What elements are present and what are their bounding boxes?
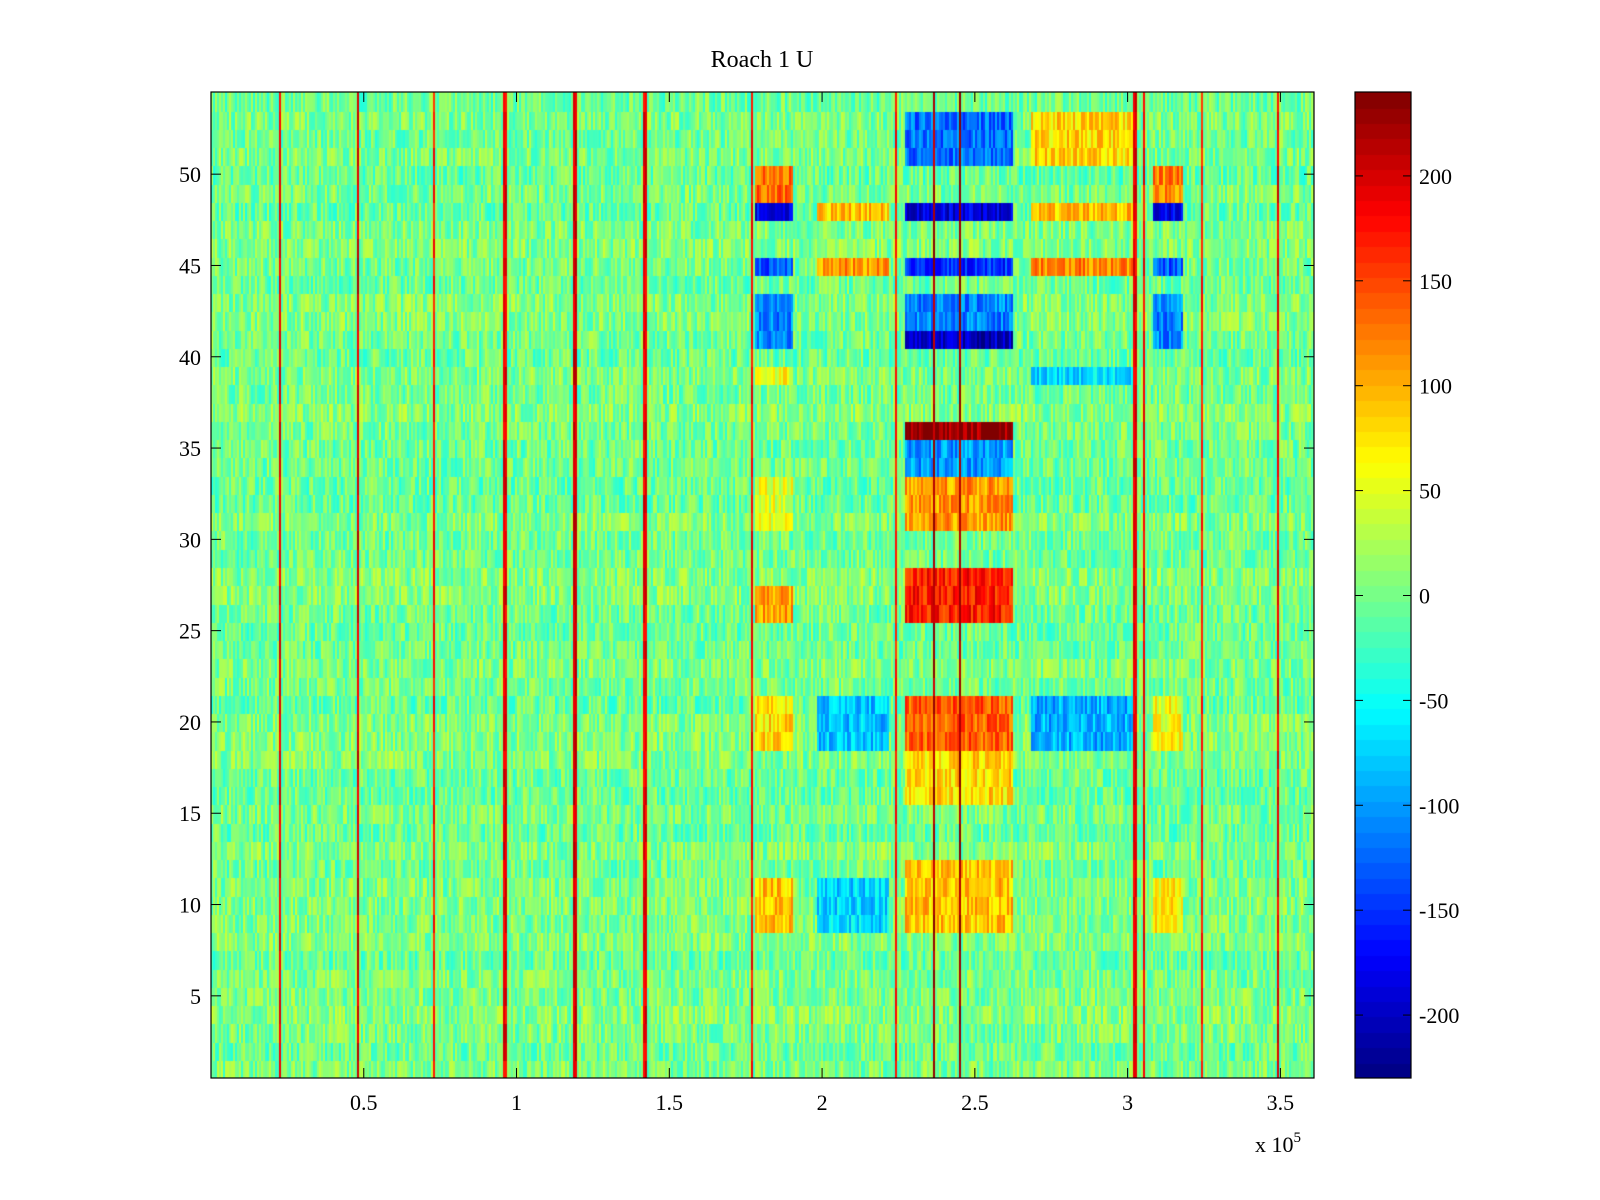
plot-axes-box bbox=[210, 91, 1315, 1079]
x-axis-exponent-power: 5 bbox=[1294, 1130, 1302, 1146]
y-tick-label: 45 bbox=[179, 253, 201, 278]
x-tick-label: 1 bbox=[511, 1090, 522, 1115]
colorbar-tick-label: 50 bbox=[1419, 479, 1441, 504]
x-tick-label: 1.5 bbox=[656, 1090, 684, 1115]
x-tick-label: 3 bbox=[1122, 1090, 1133, 1115]
x-axis-exponent-base: x 10 bbox=[1255, 1132, 1294, 1157]
colorbar-tick-label: -150 bbox=[1419, 898, 1459, 923]
colorbar-tick-label: -50 bbox=[1419, 688, 1448, 713]
y-tick-label: 15 bbox=[179, 801, 201, 826]
colorbar-tick-label: 200 bbox=[1419, 164, 1452, 189]
y-tick-label: 30 bbox=[179, 527, 201, 552]
colorbar-tick-label: 150 bbox=[1419, 269, 1452, 294]
colorbar-box bbox=[1354, 91, 1412, 1079]
y-tick-label: 40 bbox=[179, 345, 201, 370]
y-tick-label: 25 bbox=[179, 619, 201, 644]
colorbar-tick-label: 0 bbox=[1419, 583, 1430, 608]
heatmap-image bbox=[211, 92, 1314, 1078]
x-tick-label: 3.5 bbox=[1267, 1090, 1295, 1115]
colorbar-ticks: 200 150 100 50 0 -50 -100 -150 -200 bbox=[1355, 164, 1459, 1028]
colorbar-gradient bbox=[1355, 92, 1411, 1078]
x-tick-label: 2 bbox=[817, 1090, 828, 1115]
y-axis-ticks: 5 10 15 20 25 30 35 40 45 50 bbox=[179, 162, 1314, 1009]
colorbar-tick-label: -100 bbox=[1419, 793, 1459, 818]
y-tick-label: 20 bbox=[179, 710, 201, 735]
y-tick-label: 10 bbox=[179, 893, 201, 918]
colorbar-tick-label: 100 bbox=[1419, 374, 1452, 399]
x-axis-ticks: 0.5 1 1.5 2 2.5 3 3.5 bbox=[350, 92, 1294, 1115]
x-tick-label: 2.5 bbox=[961, 1090, 989, 1115]
chart-title: Roach 1 U bbox=[711, 47, 814, 73]
x-axis-exponent-label: x 105 bbox=[1255, 1130, 1301, 1157]
y-tick-label: 5 bbox=[190, 984, 201, 1009]
y-tick-label: 35 bbox=[179, 436, 201, 461]
x-tick-label: 0.5 bbox=[350, 1090, 378, 1115]
y-tick-label: 50 bbox=[179, 162, 201, 187]
colorbar-tick-label: -200 bbox=[1419, 1003, 1459, 1028]
